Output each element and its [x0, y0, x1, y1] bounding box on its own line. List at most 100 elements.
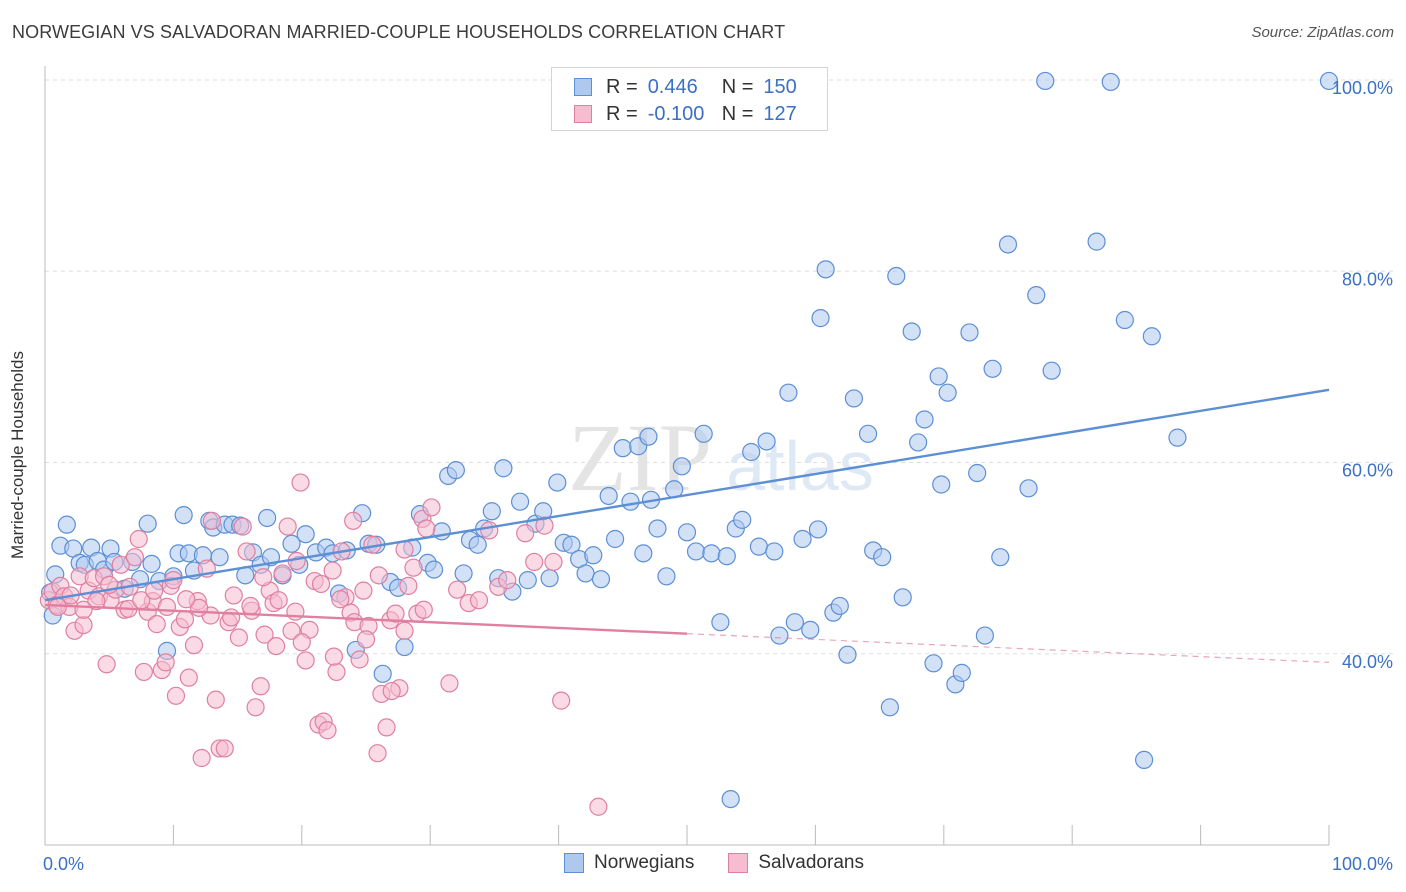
legend-r-label: R =: [606, 102, 638, 125]
norwegian-point: [915, 410, 934, 429]
norwegian-point: [677, 523, 697, 542]
salvadoran-point: [206, 690, 225, 709]
salvadoran-point: [166, 686, 186, 705]
salvadoran-point: [202, 511, 222, 530]
norwegian-point: [518, 571, 537, 590]
norwegian-point: [639, 427, 658, 446]
salvadoran-point: [229, 628, 248, 647]
norwegian-point: [749, 537, 769, 556]
norwegian-point: [468, 535, 487, 554]
norwegian-point: [584, 546, 603, 565]
legend-n-label: N =: [721, 102, 754, 125]
salvadoran-point: [215, 739, 234, 758]
salvadoran-point: [255, 625, 274, 644]
salvadoran-trend-extension: [686, 633, 1330, 663]
norwegian-point: [657, 567, 676, 586]
salvadoran-point: [147, 615, 166, 634]
salvadoran-point: [251, 677, 270, 696]
salvadoran-point: [417, 519, 436, 538]
norwegian-point: [591, 570, 611, 589]
norwegian-point: [929, 367, 948, 386]
salvadoran-point: [125, 548, 144, 567]
salvadoran-point: [440, 674, 459, 693]
salvadoran-point: [311, 574, 331, 594]
norwegian-point: [887, 266, 906, 286]
norwegian-point: [1027, 286, 1046, 305]
norwegian-point: [779, 383, 798, 402]
watermark-zip: ZIP: [568, 404, 712, 511]
salvadoran-point: [386, 604, 405, 623]
norwegian-point: [446, 461, 465, 480]
norwegian-point: [1036, 71, 1055, 91]
norwegian-point: [873, 548, 892, 567]
norwegian-point: [757, 432, 776, 451]
norwegian-point: [258, 508, 277, 528]
salvadoran-point: [278, 517, 297, 536]
norwegian-point: [1115, 310, 1134, 330]
series-legend: Norwegians Salvadorans: [564, 852, 898, 874]
norwegian-point: [960, 323, 979, 342]
salvadoran-point: [157, 597, 177, 616]
norwegian-point: [494, 459, 513, 478]
salvadoran-point: [368, 744, 387, 763]
salvadoran-point: [327, 662, 346, 682]
salvadoran-point: [241, 596, 260, 616]
legend-n-value: 127: [763, 102, 797, 125]
legend-swatch-salvadorans: [728, 853, 749, 873]
source-label: Source: ZipAtlas.com: [1251, 24, 1394, 41]
norwegian-point: [801, 620, 820, 639]
salvadoran-point: [192, 748, 211, 768]
norwegian-point: [613, 439, 632, 458]
salvadoran-point: [296, 651, 315, 670]
norwegian-point: [808, 520, 828, 539]
norwegian-point: [634, 544, 653, 563]
norwegian-point: [599, 486, 618, 506]
legend-row-salvadorans: R = -0.100 N = 127: [574, 102, 797, 126]
norwegian-point: [924, 654, 943, 673]
norwegian-point: [1319, 71, 1339, 91]
salvadoran-point: [422, 498, 441, 517]
salvadoran-point: [498, 571, 517, 590]
watermark-atlas: atlas: [726, 427, 874, 505]
norwegian-point: [932, 475, 951, 494]
salvadoran-point: [129, 529, 148, 549]
salvadoran-point: [273, 564, 292, 583]
norwegian-point: [686, 542, 706, 561]
salvadoran-point: [175, 610, 195, 629]
salvadoran-point: [134, 662, 153, 682]
norwegian-point: [793, 529, 812, 549]
stats-legend: R = 0.446 N = 150 R = -0.100 N = 127: [551, 67, 828, 131]
norwegian-point: [968, 463, 987, 483]
salvadoran-point: [246, 698, 265, 717]
salvadoran-point: [469, 591, 489, 610]
norwegian-point: [702, 544, 721, 563]
norwegian-point: [765, 542, 784, 561]
norwegian-point: [816, 260, 835, 279]
legend-n-value: 150: [763, 75, 797, 98]
salvadoran-point: [179, 668, 198, 687]
salvadoran-point: [350, 650, 369, 669]
legend-item-salvadorans[interactable]: Salvadorans: [728, 852, 864, 874]
salvadoran-point: [356, 630, 376, 649]
salvadoran-point: [74, 615, 93, 635]
salvadoran-point: [97, 655, 116, 674]
norwegian-point: [838, 645, 857, 664]
norwegian-point: [482, 502, 501, 521]
salvadoran-point: [291, 473, 310, 492]
salvadoran-point: [535, 516, 554, 535]
norwegian-point: [210, 548, 229, 567]
salvadoran-point: [516, 524, 535, 543]
salvadoran-point: [382, 681, 401, 701]
salvadoran-point: [344, 511, 363, 530]
salvadoran-point: [552, 691, 571, 710]
legend-r-value: 0.446: [647, 75, 698, 98]
norwegian-point: [648, 519, 667, 538]
chart-title: NORWEGIAN VS SALVADORAN MARRIED-COUPLE H…: [12, 22, 786, 42]
salvadoran-points: [39, 473, 608, 816]
tick-labels: 40.0% 60.0% 80.0% 100.0% 0.0% 100.0%: [43, 78, 1393, 874]
norwegian-point: [142, 554, 161, 573]
salvadoran-point: [156, 653, 175, 672]
salvadoran-point: [269, 591, 288, 610]
legend-item-norwegians[interactable]: Norwegians: [564, 852, 694, 874]
norwegian-point: [991, 548, 1010, 567]
